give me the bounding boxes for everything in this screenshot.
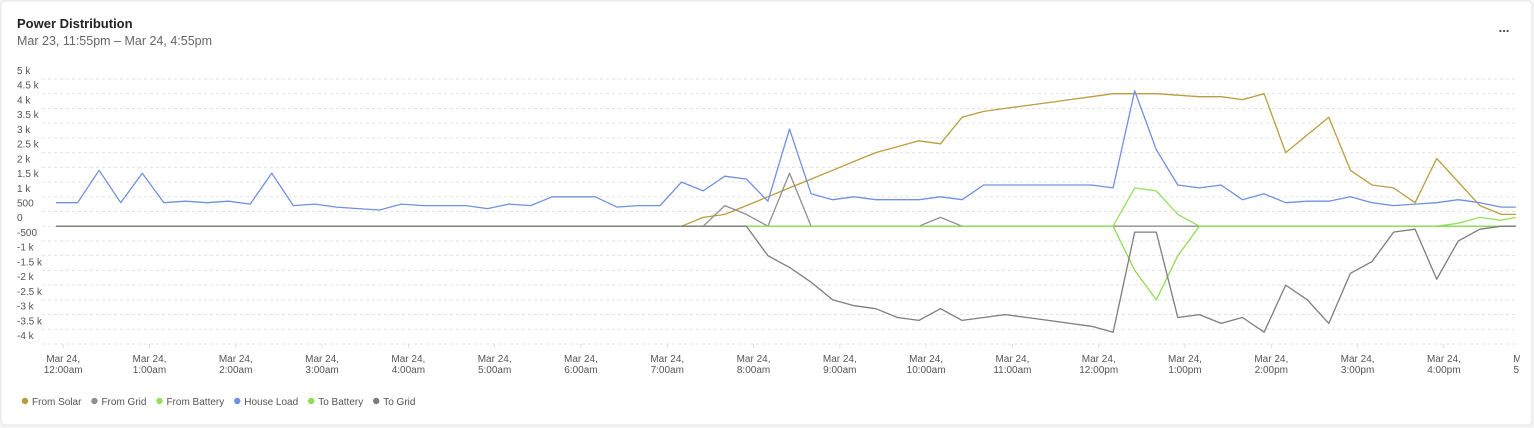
- x-tick-label: Mar 24, 10:00am: [907, 354, 946, 376]
- legend-swatch: [234, 397, 241, 405]
- legend-label: To Grid: [383, 397, 415, 408]
- legend-label: From Grid: [101, 397, 146, 408]
- y-tick-label: 5 k: [17, 66, 31, 77]
- legend-label: From Solar: [32, 397, 82, 408]
- y-tick-label: -2 k: [17, 272, 35, 283]
- legend-label: To Battery: [318, 397, 363, 408]
- y-tick-label: 4.5 k: [17, 81, 40, 92]
- x-tick-label: Mar 24, 4:00pm: [1427, 354, 1461, 376]
- series-line: [56, 90, 1516, 211]
- y-tick-label: 500: [17, 199, 34, 210]
- y-tick-label: 4 k: [17, 95, 31, 106]
- y-tick-label: -3.5 k: [17, 316, 43, 327]
- x-tick-label: Mar 24, 11:00am: [993, 354, 1031, 376]
- x-axis: Mar 24, 12:00am Mar 24, 1:00am Mar 24, 2:00am…: [44, 344, 1534, 376]
- x-tick-label: Mar 24, 6:00am: [564, 354, 598, 376]
- x-tick-label: Mar 24, 8:00am: [737, 354, 771, 376]
- legend-label: From Battery: [166, 397, 224, 408]
- y-tick-label: -3 k: [17, 302, 35, 313]
- y-tick-label: 2 k: [17, 154, 31, 165]
- y-tick-label: 3.5 k: [17, 110, 40, 121]
- x-tick-label: Mar 24, 9:00am: [823, 354, 857, 376]
- y-tick-label: 3 k: [17, 125, 31, 136]
- y-tick-label: -4 k: [17, 331, 35, 342]
- legend-label: House Load: [244, 397, 298, 408]
- x-tick-label: Mar 24, 3:00pm: [1341, 354, 1375, 376]
- x-tick-label: Mar 24, 3:00am: [305, 354, 339, 376]
- x-tick-label: Mar 24, 1:00pm: [1168, 354, 1202, 376]
- x-tick-label: Mar 24, 12:00am: [44, 354, 83, 376]
- y-tick-label: -1 k: [17, 243, 35, 254]
- y-tick-label: 1 k: [17, 184, 31, 195]
- x-tick-label: Mar 24, 7:00am: [650, 354, 684, 376]
- x-tick-label: Mar 24, 5:00am: [478, 354, 512, 376]
- legend-swatch: [373, 397, 380, 405]
- x-tick-label: Mar 24, 4:00am: [391, 354, 425, 376]
- menu-button[interactable]: ...: [1499, 20, 1510, 35]
- chart-title: Power Distribution: [17, 16, 133, 31]
- x-tick-label: Mar 24, 1:00am: [133, 354, 167, 376]
- y-tick-label: 2.5 k: [17, 140, 40, 151]
- legend-swatch: [21, 397, 29, 405]
- legend-swatch: [307, 397, 315, 405]
- x-tick-label: Mar 24, 2:00am: [219, 354, 253, 376]
- y-tick-label: 1.5 k: [17, 169, 40, 180]
- chart-subtitle: Mar 23, 11:55pm – Mar 24, 4:55pm: [17, 34, 212, 48]
- y-tick-label: -500: [17, 228, 37, 239]
- series-line: [56, 225, 1516, 333]
- x-tick-label: Mar 24, 12:00pm: [1079, 354, 1118, 376]
- y-tick-label: -2.5 k: [17, 287, 43, 298]
- x-tick-label: Mar 24,5:00pm: [1513, 354, 1534, 376]
- y-tick-label: 0: [17, 213, 23, 224]
- legend-swatch: [156, 397, 163, 405]
- legend-swatch: [91, 397, 98, 405]
- y-tick-label: -1.5 k: [17, 257, 43, 268]
- x-tick-label: Mar 24, 2:00pm: [1254, 354, 1288, 376]
